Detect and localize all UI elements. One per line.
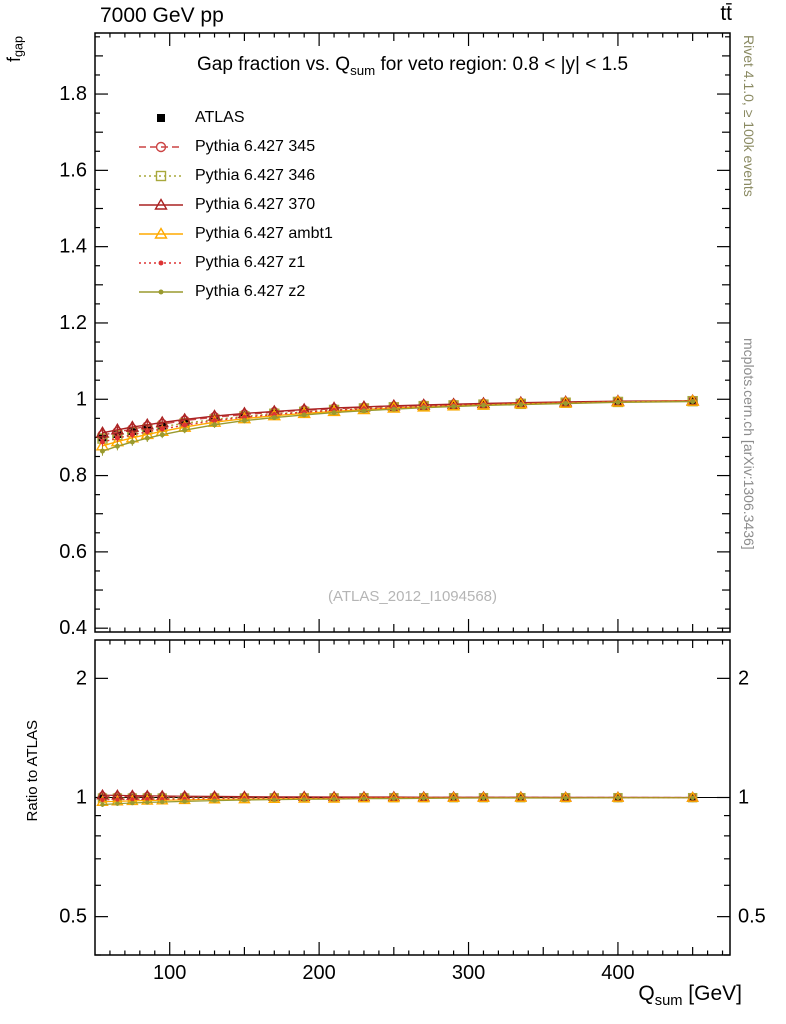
- legend-item: Pythia 6.427 370: [138, 190, 333, 219]
- y-axis-label-main-pre: f: [4, 57, 24, 63]
- legend-item: Pythia 6.427 346: [138, 161, 333, 190]
- legend-marker-icon: [139, 226, 183, 239]
- plot-title-post: for veto region: 0.8 < |y| < 1.5: [375, 54, 629, 75]
- svg-text:0.4: 0.4: [59, 617, 87, 639]
- legend-item: Pythia 6.427 345: [138, 132, 333, 161]
- legend-label: Pythia 6.427 ambt1: [195, 224, 333, 242]
- svg-text:1.4: 1.4: [59, 236, 87, 258]
- svg-text:0.5: 0.5: [59, 906, 87, 928]
- y-axis-label-main: fgap: [4, 36, 26, 62]
- legend-label: Pythia 6.427 345: [195, 137, 316, 155]
- rivet-version-note: Rivet 4.1.0, ≥ 100k events: [741, 35, 757, 197]
- legend-label: Pythia 6.427 z1: [195, 253, 306, 271]
- svg-text:300: 300: [452, 962, 485, 984]
- svg-text:0.5: 0.5: [738, 906, 766, 928]
- legend-marker-icon: [157, 113, 165, 122]
- legend-marker-icon: [139, 141, 183, 152]
- svg-text:2: 2: [738, 667, 749, 689]
- svg-text:1: 1: [76, 388, 87, 410]
- svg-text:0.8: 0.8: [59, 465, 87, 487]
- svg-text:1.6: 1.6: [59, 159, 87, 181]
- legend-item: Pythia 6.427 z1: [138, 248, 333, 277]
- plot-title-sub: sum: [350, 62, 376, 78]
- legend-marker-icon: [139, 170, 183, 181]
- mcplots-note: mcplots.cern.ch [arXiv:1306.3436]: [741, 338, 757, 550]
- svg-text:1.8: 1.8: [59, 83, 87, 105]
- legend-label: Pythia 6.427 370: [195, 195, 316, 213]
- y-axis-label-ratio: Ratio to ATLAS: [24, 720, 41, 822]
- x-axis-label-pre: Q: [638, 982, 655, 1005]
- legend: ATLAS Pythia 6.427 345 Pythia 6.427 346 Pyt…: [138, 103, 333, 306]
- legend-marker-icon: [139, 260, 183, 265]
- plot-title: Gap fraction vs. Qsum for veto region: 0…: [95, 54, 730, 78]
- svg-text:100: 100: [153, 962, 186, 984]
- svg-text:0.6: 0.6: [59, 541, 87, 563]
- legend-marker-icon: [139, 289, 183, 294]
- beam-energy-label: 7000 GeV pp: [100, 4, 224, 27]
- analysis-watermark: (ATLAS_2012_I1094568): [327, 588, 497, 605]
- x-axis-label: Qsum [GeV]: [638, 982, 742, 1009]
- legend-label: Pythia 6.427 z2: [195, 282, 306, 300]
- x-axis-label-post: [GeV]: [682, 982, 742, 1005]
- legend-item: Pythia 6.427 ambt1: [138, 219, 333, 248]
- legend-label: Pythia 6.427 346: [195, 166, 316, 184]
- process-label: tt̄: [720, 2, 732, 25]
- legend-marker-icon: [139, 197, 183, 210]
- svg-text:1: 1: [738, 787, 749, 809]
- plot-title-pre: Gap fraction vs. Q: [196, 54, 351, 75]
- y-axis-label-main-sub: gap: [11, 36, 26, 58]
- legend-label: ATLAS: [195, 108, 245, 126]
- legend-item: ATLAS: [138, 103, 333, 132]
- x-axis-label-sub: sum: [654, 993, 683, 1010]
- svg-text:1: 1: [76, 787, 87, 809]
- svg-text:200: 200: [302, 962, 335, 984]
- legend-item: Pythia 6.427 z2: [138, 277, 333, 306]
- svg-text:400: 400: [601, 962, 634, 984]
- svg-text:1.2: 1.2: [59, 312, 87, 334]
- svg-text:2: 2: [76, 667, 87, 689]
